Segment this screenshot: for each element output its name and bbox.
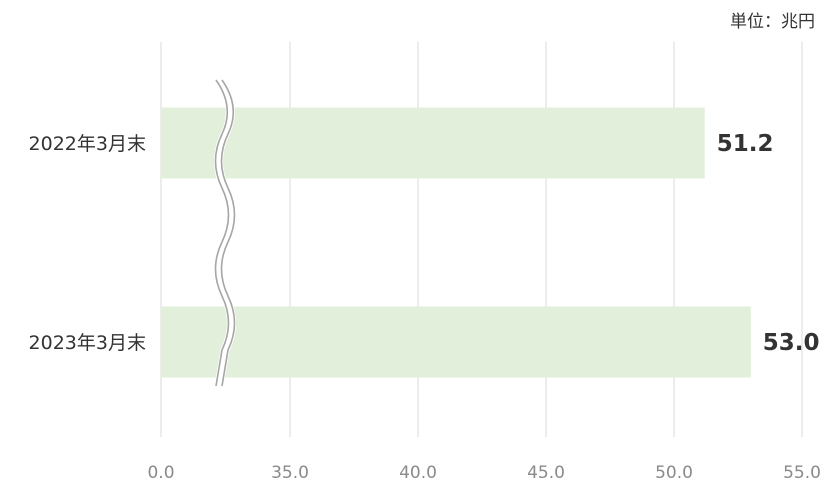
- break-gap: [214, 77, 236, 387]
- x-tick-label: 45.0: [527, 463, 565, 483]
- gridlines: [160, 42, 803, 437]
- data-labels: 51.2 53.0: [717, 131, 820, 356]
- unit-label: 単位：兆円: [730, 12, 815, 32]
- x-tick-label: 35.0: [271, 463, 309, 483]
- x-tick-label: 0.0: [147, 463, 174, 483]
- break-line-right: [220, 79, 236, 387]
- bars: [161, 107, 751, 378]
- category-labels: 2022年3月末 2023年3月末: [29, 133, 146, 354]
- x-tick-label: 40.0: [399, 463, 437, 483]
- bar: [161, 306, 751, 378]
- break-line-left: [214, 79, 230, 387]
- x-axis-ticks: 0.0 35.0 40.0 45.0 50.0 55.0: [147, 463, 820, 483]
- category-label: 2023年3月末: [29, 332, 146, 354]
- bar: [161, 107, 705, 179]
- category-label: 2022年3月末: [29, 133, 146, 155]
- axis-break-mark: [214, 77, 236, 387]
- x-tick-label: 50.0: [655, 463, 693, 483]
- data-label: 53.0: [763, 330, 820, 356]
- data-label: 51.2: [717, 131, 774, 157]
- x-tick-label: 55.0: [783, 463, 821, 483]
